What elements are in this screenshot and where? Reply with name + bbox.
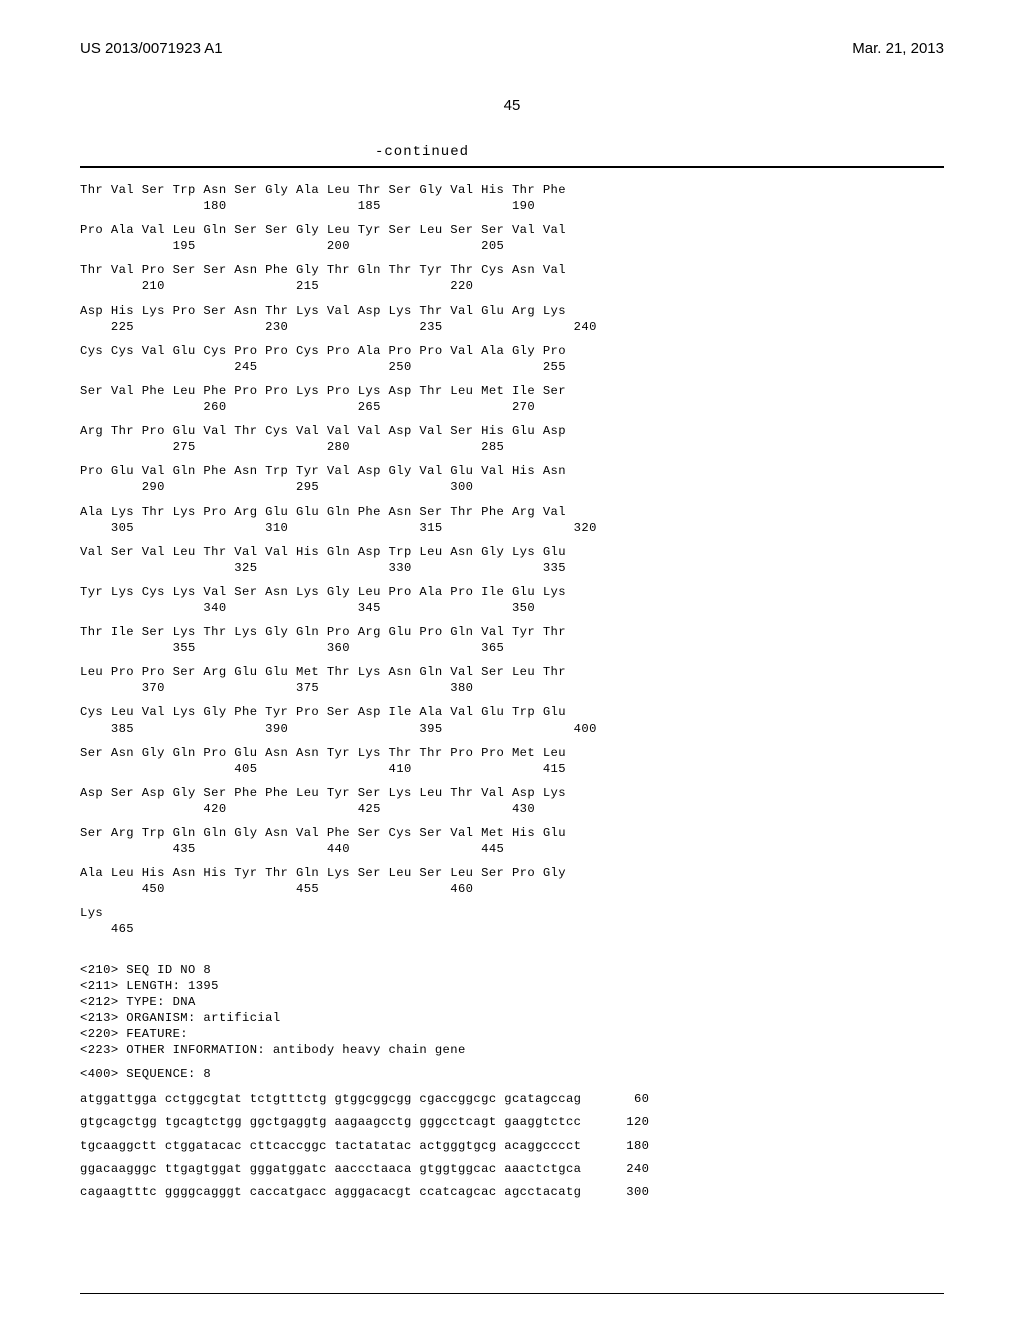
position-number-row: 305 310 315 320 (80, 520, 944, 536)
dna-row: cagaagtttc ggggcagggt caccatgacc agggaca… (80, 1183, 649, 1202)
position-number-row: 290 295 300 (80, 479, 944, 495)
amino-acid-row: Ala Lys Thr Lys Pro Arg Glu Glu Gln Phe … (80, 504, 944, 520)
amino-acid-row: Pro Glu Val Gln Phe Asn Trp Tyr Val Asp … (80, 463, 944, 479)
position-number-row: 370 375 380 (80, 680, 944, 696)
dna-position-cell: 120 (581, 1113, 649, 1132)
position-number-row: 355 360 365 (80, 640, 944, 656)
amino-acid-row: Ser Val Phe Leu Phe Pro Pro Lys Pro Lys … (80, 383, 944, 399)
amino-acid-row: Ser Arg Trp Gln Gln Gly Asn Val Phe Ser … (80, 825, 944, 841)
dna-row: tgcaaggctt ctggatacac cttcaccggc tactata… (80, 1137, 649, 1156)
position-number-row: 435 440 445 (80, 841, 944, 857)
dna-row: gtgcagctgg tgcagtctgg ggctgaggtg aagaagc… (80, 1113, 649, 1132)
dna-sequence-cell: atggattgga cctggcgtat tctgtttctg gtggcgg… (80, 1090, 581, 1109)
amino-acid-row: Lys (80, 905, 944, 921)
position-number-row: 260 265 270 (80, 399, 944, 415)
amino-acid-row: Thr Val Pro Ser Ser Asn Phe Gly Thr Gln … (80, 262, 944, 278)
dna-position-cell: 180 (581, 1137, 649, 1156)
amino-acid-row: Ala Leu His Asn His Tyr Thr Gln Lys Ser … (80, 865, 944, 881)
amino-acid-row: Asp His Lys Pro Ser Asn Thr Lys Val Asp … (80, 303, 944, 319)
position-number-row: 210 215 220 (80, 278, 944, 294)
position-number-row: 195 200 205 (80, 238, 944, 254)
dna-position-cell: 240 (581, 1160, 649, 1179)
sequence-metadata: <210> SEQ ID NO 8 <211> LENGTH: 1395 <21… (80, 962, 944, 1059)
publication-date: Mar. 21, 2013 (852, 40, 944, 57)
header-row: US 2013/0071923 A1 Mar. 21, 2013 (80, 40, 944, 57)
position-number-row: 245 250 255 (80, 359, 944, 375)
amino-acid-row: Arg Thr Pro Glu Val Thr Cys Val Val Val … (80, 423, 944, 439)
position-number-row: 450 455 460 (80, 881, 944, 897)
top-rule (80, 166, 944, 168)
position-number-row: 225 230 235 240 (80, 319, 944, 335)
position-number-row: 405 410 415 (80, 761, 944, 777)
amino-acid-row: Pro Ala Val Leu Gln Ser Ser Gly Leu Tyr … (80, 222, 944, 238)
continued-label: -continued (80, 144, 944, 160)
dna-sequence-cell: cagaagtttc ggggcagggt caccatgacc agggaca… (80, 1183, 581, 1202)
position-number-row: 385 390 395 400 (80, 721, 944, 737)
dna-sequence-cell: gtgcagctgg tgcagtctgg ggctgaggtg aagaagc… (80, 1113, 581, 1132)
dna-position-cell: 300 (581, 1183, 649, 1202)
position-number-row: 420 425 430 (80, 801, 944, 817)
sequence-400-header: <400> SEQUENCE: 8 (80, 1066, 944, 1082)
position-number-row: 180 185 190 (80, 198, 944, 214)
position-number-row: 340 345 350 (80, 600, 944, 616)
amino-acid-row: Cys Leu Val Lys Gly Phe Tyr Pro Ser Asp … (80, 704, 944, 720)
position-number-row: 275 280 285 (80, 439, 944, 455)
page-container: US 2013/0071923 A1 Mar. 21, 2013 45 -con… (0, 0, 1024, 1320)
dna-sequence-cell: tgcaaggctt ctggatacac cttcaccggc tactata… (80, 1137, 581, 1156)
amino-acid-row: Leu Pro Pro Ser Arg Glu Glu Met Thr Lys … (80, 664, 944, 680)
position-number-row: 325 330 335 (80, 560, 944, 576)
amino-acid-row: Asp Ser Asp Gly Ser Phe Phe Leu Tyr Ser … (80, 785, 944, 801)
amino-acid-row: Ser Asn Gly Gln Pro Glu Asn Asn Tyr Lys … (80, 745, 944, 761)
protein-sequence-block: Thr Val Ser Trp Asn Ser Gly Ala Leu Thr … (80, 182, 944, 946)
publication-number: US 2013/0071923 A1 (80, 40, 223, 57)
dna-sequence-table: atggattgga cctggcgtat tctgtttctg gtggcgg… (80, 1090, 649, 1206)
page-number: 45 (80, 97, 944, 114)
position-number-row: 465 (80, 921, 944, 937)
dna-row: ggacaagggc ttgagtggat gggatggatc aacccta… (80, 1160, 649, 1179)
amino-acid-row: Thr Ile Ser Lys Thr Lys Gly Gln Pro Arg … (80, 624, 944, 640)
amino-acid-row: Val Ser Val Leu Thr Val Val His Gln Asp … (80, 544, 944, 560)
dna-position-cell: 60 (581, 1090, 649, 1109)
amino-acid-row: Thr Val Ser Trp Asn Ser Gly Ala Leu Thr … (80, 182, 944, 198)
amino-acid-row: Tyr Lys Cys Lys Val Ser Asn Lys Gly Leu … (80, 584, 944, 600)
bottom-rule (80, 1293, 944, 1294)
amino-acid-row: Cys Cys Val Glu Cys Pro Pro Cys Pro Ala … (80, 343, 944, 359)
dna-row: atggattgga cctggcgtat tctgtttctg gtggcgg… (80, 1090, 649, 1109)
dna-sequence-cell: ggacaagggc ttgagtggat gggatggatc aacccta… (80, 1160, 581, 1179)
